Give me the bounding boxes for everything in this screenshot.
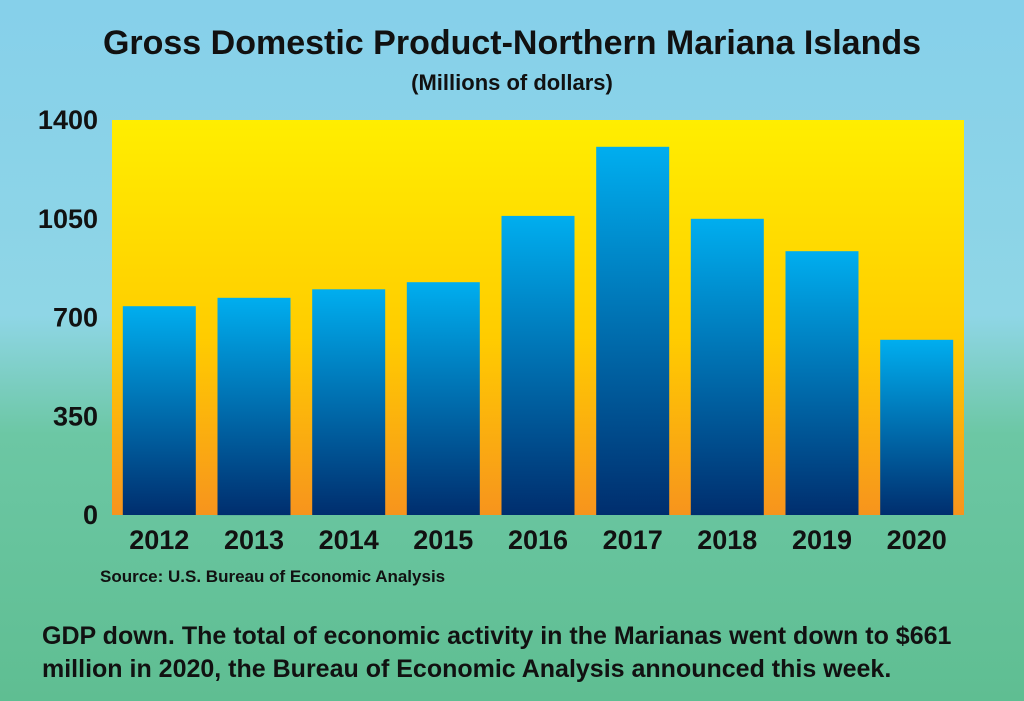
bar-2015 — [406, 282, 480, 515]
bar-2018 — [690, 218, 764, 516]
x-tick-label: 2017 — [603, 525, 663, 555]
y-tick-label: 1050 — [38, 204, 98, 234]
y-tick-label: 700 — [53, 303, 98, 333]
caption-text: GDP down. The total of economic activity… — [42, 622, 952, 683]
y-tick-label: 0 — [83, 500, 98, 530]
bar-2016 — [501, 215, 575, 515]
bar-2020 — [880, 339, 954, 515]
bar-2017 — [596, 146, 670, 516]
x-tick-label: 2015 — [413, 525, 473, 555]
x-tick-label: 2012 — [129, 525, 189, 555]
x-tick-label: 2020 — [887, 525, 947, 555]
y-tick-label: 350 — [53, 401, 98, 431]
bar-2012 — [122, 306, 196, 515]
bar-2014 — [312, 289, 386, 515]
source-note: Source: U.S. Bureau of Economic Analysis — [100, 567, 446, 586]
x-tick-label: 2018 — [697, 525, 757, 555]
chart-title: Gross Domestic Product-Northern Mariana … — [102, 24, 922, 62]
x-tick-label: 2013 — [224, 525, 284, 555]
x-tick-label: 2014 — [319, 525, 379, 555]
bar-2013 — [217, 297, 291, 516]
x-tick-label: 2019 — [792, 525, 852, 555]
chart-subtitle: (Millions of dollars) — [411, 70, 613, 95]
x-tick-label: 2016 — [508, 525, 568, 555]
y-tick-label: 1400 — [38, 105, 98, 135]
bar-2019 — [785, 251, 859, 515]
